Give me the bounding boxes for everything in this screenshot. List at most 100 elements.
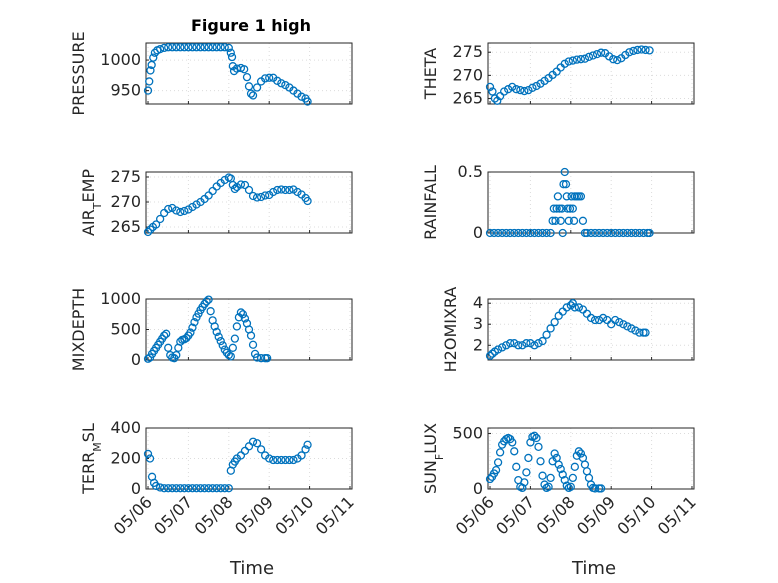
- data-point: [552, 204, 561, 213]
- data-point: [568, 56, 577, 65]
- data-point: [568, 204, 577, 213]
- data-point: [538, 336, 547, 346]
- data-point: [202, 297, 211, 306]
- data-point: [530, 341, 539, 350]
- data-point: [556, 464, 565, 474]
- data-point: [603, 228, 612, 238]
- data-point: [572, 55, 582, 64]
- data-point: [584, 52, 594, 62]
- data-point: [526, 339, 535, 348]
- data-point: [518, 341, 527, 350]
- data-point: [160, 331, 169, 340]
- data-point: [196, 43, 205, 52]
- y-label-main: RAINFALL: [421, 165, 440, 240]
- data-point: [594, 228, 604, 238]
- axes-box: [487, 171, 695, 234]
- data-point: [549, 204, 558, 213]
- data-point: [635, 328, 644, 337]
- data-point: [554, 460, 563, 469]
- data-point: [490, 94, 500, 103]
- data-point: [557, 204, 567, 213]
- data-point: [277, 455, 286, 465]
- data-point: [512, 462, 521, 471]
- data-point: [609, 55, 618, 64]
- data-point: [613, 55, 622, 65]
- data-point: [574, 303, 584, 312]
- data-point: [184, 205, 193, 214]
- data-point: [518, 228, 527, 238]
- data-point: [576, 449, 586, 458]
- data-point: [564, 57, 573, 66]
- data-point: [277, 185, 286, 194]
- data-point: [297, 451, 306, 460]
- subplot-air_temp: 265 270 275 AIRTEMP: [79, 167, 353, 237]
- data-point: [246, 89, 256, 98]
- y-tick-label: 2: [473, 335, 483, 354]
- data-point: [532, 81, 541, 91]
- data-point: [590, 228, 600, 238]
- data-point: [281, 185, 290, 195]
- data-point: [550, 317, 559, 327]
- axes-border: [145, 42, 353, 105]
- data-point: [240, 446, 250, 456]
- data-point: [186, 328, 195, 337]
- data-point: [200, 43, 209, 52]
- data-point: [586, 228, 596, 238]
- data-point: [273, 185, 282, 195]
- data-point: [240, 65, 249, 74]
- data-point: [631, 228, 640, 238]
- data-point: [530, 228, 539, 238]
- data-point: [190, 318, 199, 327]
- y-axis-label: PRESSURE: [69, 31, 88, 115]
- data-point: [553, 192, 563, 201]
- data-point: [596, 48, 606, 57]
- subplot-mixdepth: 0 500 1000 MIXDEPTH: [69, 288, 353, 371]
- x-axis-label-left: Time: [229, 558, 274, 579]
- data-point: [485, 82, 495, 92]
- data-point: [172, 206, 181, 215]
- x-tick-label: 05/06: [452, 492, 498, 538]
- data-point: [246, 331, 256, 340]
- data-point: [566, 301, 575, 310]
- data-point: [151, 220, 161, 229]
- x-tick-label: 05/09: [231, 492, 277, 538]
- data-point: [631, 326, 640, 335]
- y-axis-label: H2OMIXRA: [441, 287, 460, 373]
- data-point: [526, 228, 535, 238]
- data-point: [611, 228, 620, 238]
- data-point: [607, 228, 616, 238]
- data-point: [236, 451, 246, 460]
- data-point: [252, 193, 262, 202]
- data-point: [580, 54, 590, 63]
- x-tick-label: 05/07: [150, 492, 196, 538]
- y-label-subscript: T: [91, 202, 104, 210]
- data-point: [261, 191, 270, 200]
- data-point: [204, 484, 213, 493]
- y-tick-label: 200: [110, 449, 141, 468]
- subplot-rainfall: 0 0.5 RAINFALL: [421, 162, 695, 242]
- data-point: [289, 455, 298, 465]
- data-point: [598, 228, 608, 238]
- data-point: [641, 45, 650, 55]
- y-tick-label: 3: [473, 314, 483, 333]
- y-axis-label: THETA: [421, 48, 440, 100]
- data-point: [228, 343, 237, 352]
- data-point: [596, 484, 606, 493]
- data-point: [263, 354, 272, 363]
- data-point: [242, 73, 252, 82]
- data-point: [619, 320, 628, 329]
- y-tick-label: 265: [452, 88, 483, 107]
- data-point: [615, 228, 624, 238]
- data-point: [538, 228, 547, 238]
- data-point: [192, 484, 201, 493]
- data-point: [562, 303, 571, 312]
- data-point: [623, 228, 632, 238]
- data-point: [180, 43, 189, 52]
- data-point: [184, 484, 193, 493]
- data-point: [230, 334, 240, 343]
- y-label-subscript: F: [433, 454, 446, 460]
- data-point: [528, 83, 537, 92]
- data-point: [204, 43, 213, 52]
- data-point: [212, 484, 221, 493]
